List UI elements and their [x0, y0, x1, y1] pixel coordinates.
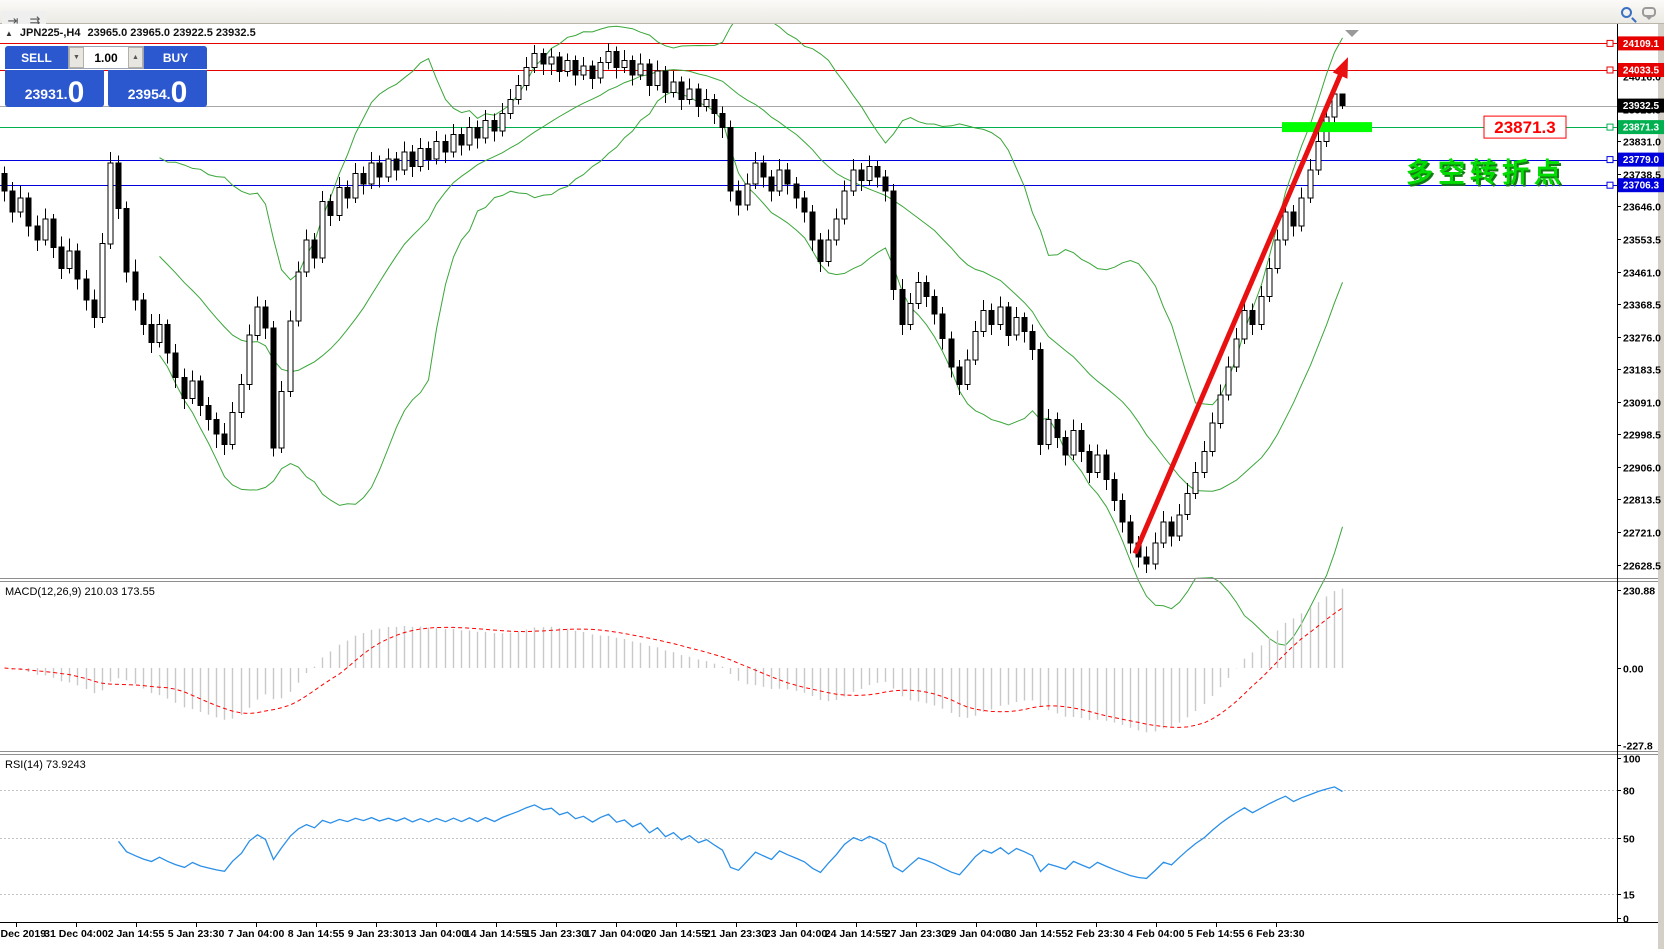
trend-arrow-head[interactable] — [1332, 57, 1348, 79]
panel-frames — [0, 24, 1664, 949]
ohlc-readout: 23965.0 23965.0 23922.5 23932.5 — [87, 27, 256, 39]
collapse-icon[interactable]: ▲ — [5, 28, 13, 38]
svg-text:6 Feb 23:30: 6 Feb 23:30 — [1247, 928, 1304, 940]
svg-text:2 Jan 14:55: 2 Jan 14:55 — [108, 928, 165, 940]
svg-text:21 Jan 23:30: 21 Jan 23:30 — [705, 928, 768, 940]
macd-pane[interactable]: MACD(12,26,9) 210.03 173.55 — [4, 586, 1344, 733]
svg-text:29 Jan 04:00: 29 Jan 04:00 — [945, 928, 1008, 940]
svg-text:9 Jan 23:30: 9 Jan 23:30 — [348, 928, 405, 940]
svg-text:7 Jan 04:00: 7 Jan 04:00 — [228, 928, 285, 940]
svg-text:23091.0: 23091.0 — [1623, 398, 1661, 410]
svg-text:MACD(12,26,9) 210.03 173.55: MACD(12,26,9) 210.03 173.55 — [5, 586, 155, 598]
highlight-segment[interactable] — [1282, 122, 1372, 133]
chart-area[interactable]: MACD(12,26,9) 210.03 173.55 RSI(14) 73.92… — [0, 24, 1664, 949]
chat-icon[interactable] — [1642, 7, 1656, 20]
svg-text:22628.5: 22628.5 — [1623, 561, 1661, 573]
svg-text:23779.0: 23779.0 — [1623, 155, 1660, 166]
bollinger-bands — [159, 24, 1343, 646]
svg-text:RSI(14) 73.9243: RSI(14) 73.9243 — [5, 759, 86, 771]
volume-input[interactable] — [84, 47, 128, 68]
trend-arrow-line — [1132, 69, 1345, 555]
svg-text:0: 0 — [1623, 914, 1629, 926]
svg-text:-227.8: -227.8 — [1623, 741, 1653, 753]
symbol-info: ▲ JPN225-,H4 23965.0 23965.0 23922.5 239… — [5, 27, 256, 39]
svg-text:23646.0: 23646.0 — [1623, 202, 1661, 214]
svg-text:100: 100 — [1623, 754, 1641, 766]
svg-text:50: 50 — [1623, 834, 1635, 846]
buy-button[interactable]: BUY — [144, 46, 207, 69]
rsi-pane[interactable]: RSI(14) 73.9243 — [0, 759, 1617, 895]
buy-price[interactable]: 23954 . 0 — [108, 70, 207, 107]
svg-text:5 Jan 23:30: 5 Jan 23:30 — [168, 928, 225, 940]
svg-text:23932.5: 23932.5 — [1623, 101, 1660, 112]
shift-end-icon: ⇥ — [7, 13, 19, 28]
level-lines[interactable] — [0, 43, 1617, 186]
svg-text:14 Jan 14:55: 14 Jan 14:55 — [465, 928, 528, 940]
svg-text:23871.3: 23871.3 — [1623, 123, 1660, 134]
svg-text:23831.0: 23831.0 — [1623, 137, 1661, 149]
volume-decrease-button[interactable]: ▼ — [69, 47, 84, 68]
chart-window: MACD(12,26,9) 210.03 173.55 RSI(14) 73.92… — [0, 24, 1664, 949]
autoscroll-icon: ⇉ — [29, 13, 41, 28]
price-axis[interactable]: 24016.023923.523831.023738.523646.023553… — [1606, 36, 1664, 926]
svg-text:230.88: 230.88 — [1623, 586, 1655, 598]
volume-increase-button[interactable]: ▲ — [128, 47, 143, 68]
svg-text:23368.5: 23368.5 — [1623, 300, 1661, 312]
svg-text:24033.5: 24033.5 — [1623, 66, 1660, 77]
svg-text:4 Feb 04:00: 4 Feb 04:00 — [1127, 928, 1184, 940]
svg-text:27 Jan 23:30: 27 Jan 23:30 — [885, 928, 948, 940]
price-callout-box[interactable] — [1483, 115, 1567, 139]
svg-text:30 Jan 14:55: 30 Jan 14:55 — [1005, 928, 1068, 940]
svg-text:29 Dec 2019: 29 Dec 2019 — [0, 928, 46, 940]
svg-text:15 Jan 23:30: 15 Jan 23:30 — [525, 928, 588, 940]
svg-text:80: 80 — [1623, 786, 1635, 798]
search-icon[interactable] — [1621, 6, 1632, 18]
chart-end-marker-icon — [1345, 30, 1359, 37]
svg-text:8 Jan 14:55: 8 Jan 14:55 — [288, 928, 345, 940]
svg-text:23553.5: 23553.5 — [1623, 235, 1661, 247]
svg-text:22906.0: 22906.0 — [1623, 463, 1661, 475]
svg-text:22721.0: 22721.0 — [1623, 528, 1661, 540]
svg-text:15: 15 — [1623, 890, 1635, 902]
price-callout-text: 23871.3 — [1494, 118, 1555, 137]
one-click-trade-panel: SELL ▼ ▲ BUY 23931 . 0 23954 . 0 — [5, 46, 207, 107]
svg-text:13 Jan 04:00: 13 Jan 04:00 — [405, 928, 468, 940]
svg-text:0.00: 0.00 — [1623, 664, 1644, 676]
sell-button[interactable]: SELL — [5, 46, 68, 69]
svg-text:24 Jan 14:55: 24 Jan 14:55 — [825, 928, 888, 940]
toolbar: ▤新订单◆◉◍▶自动交易|||▯∿⊕⊖▦⇥⇉⊞▾⊙▾▥▾↖+│─╱∥≣AT✦▾M… — [0, 0, 1664, 156]
svg-text:23183.5: 23183.5 — [1623, 365, 1661, 377]
svg-text:17 Jan 04:00: 17 Jan 04:00 — [585, 928, 648, 940]
svg-text:多空转折点: 多空转折点 — [1408, 159, 1568, 190]
toolbar-right — [1621, 0, 1656, 24]
svg-text:24109.1: 24109.1 — [1623, 39, 1660, 50]
svg-text:5 Feb 14:55: 5 Feb 14:55 — [1187, 928, 1244, 940]
sell-price[interactable]: 23931 . 0 — [5, 70, 104, 107]
symbol-timeframe-label: JPN225-,H4 — [19, 27, 81, 39]
candles — [1, 43, 1346, 573]
svg-text:22998.5: 22998.5 — [1623, 430, 1661, 442]
svg-text:2 Feb 23:30: 2 Feb 23:30 — [1067, 928, 1124, 940]
svg-text:23706.3: 23706.3 — [1623, 181, 1660, 192]
svg-text:23276.0: 23276.0 — [1623, 333, 1661, 345]
svg-text:31 Dec 04:00: 31 Dec 04:00 — [44, 928, 108, 940]
svg-text:23 Jan 04:00: 23 Jan 04:00 — [765, 928, 828, 940]
svg-text:23461.0: 23461.0 — [1623, 268, 1661, 280]
turning-point-text: 多空转折点 — [1406, 157, 1566, 188]
svg-text:20 Jan 14:55: 20 Jan 14:55 — [645, 928, 708, 940]
volume-control: ▼ ▲ — [68, 46, 144, 69]
svg-text:22813.5: 22813.5 — [1623, 495, 1661, 507]
